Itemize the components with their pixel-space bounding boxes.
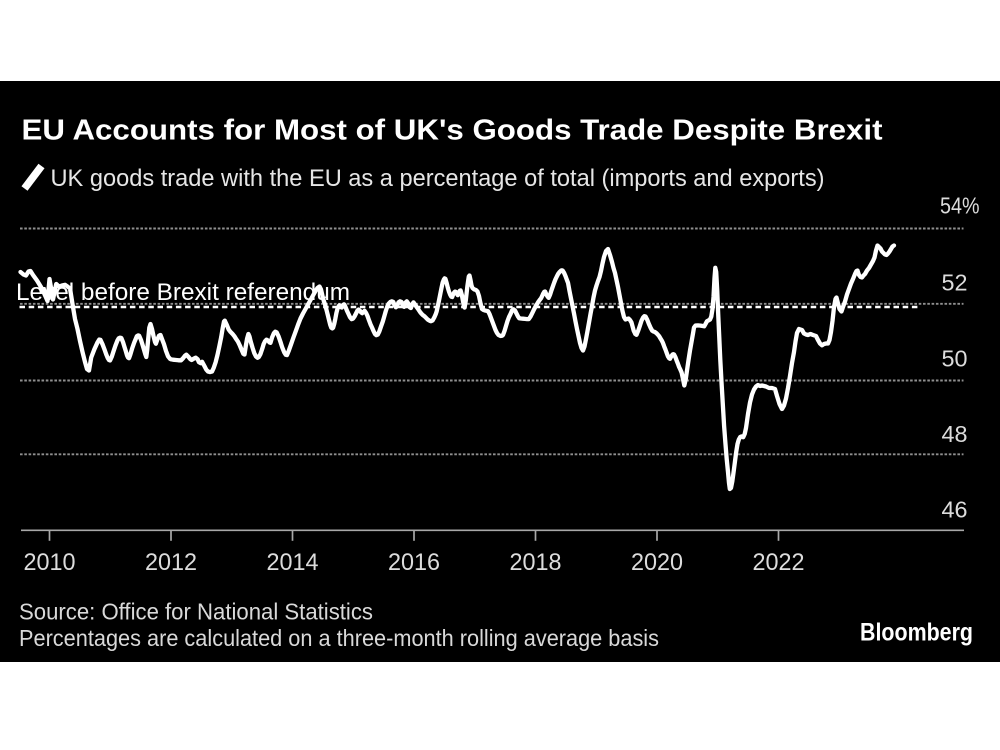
svg-text:2016: 2016	[388, 549, 440, 576]
svg-text:48: 48	[942, 421, 968, 447]
svg-text:Percentages are calculated on: Percentages are calculated on a three-mo…	[19, 625, 659, 651]
svg-text:UK goods trade with the EU as: UK goods trade with the EU as a percenta…	[51, 165, 825, 192]
svg-text:2018: 2018	[510, 549, 562, 576]
svg-text:EU Accounts for Most of UK's G: EU Accounts for Most of UK's Goods Trade…	[22, 115, 884, 147]
svg-text:Source: Office for National St: Source: Office for National Statistics	[19, 599, 373, 625]
svg-text:2022: 2022	[753, 549, 805, 576]
svg-text:50: 50	[942, 346, 968, 372]
svg-text:2012: 2012	[145, 549, 197, 576]
svg-text:54%: 54%	[940, 193, 980, 219]
svg-text:2010: 2010	[24, 549, 76, 576]
svg-text:46: 46	[942, 497, 968, 523]
svg-text:2020: 2020	[631, 549, 683, 576]
svg-text:Bloomberg: Bloomberg	[860, 619, 973, 647]
svg-text:52: 52	[942, 270, 968, 296]
svg-text:2014: 2014	[267, 549, 319, 576]
